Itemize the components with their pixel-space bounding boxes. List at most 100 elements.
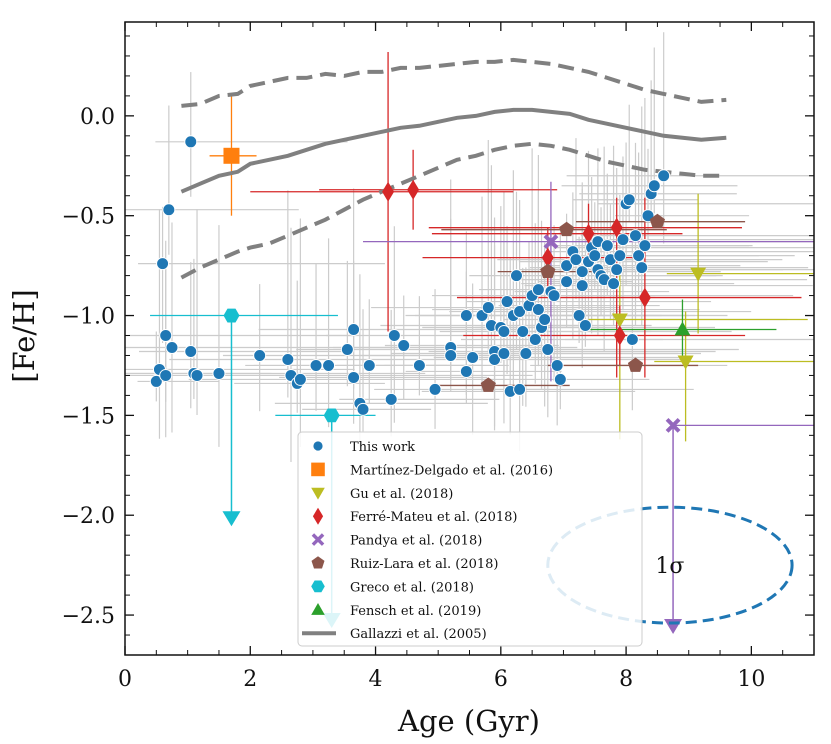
y-tick-label: 0.0 xyxy=(80,105,115,130)
legend-box xyxy=(297,431,643,647)
this-work-point xyxy=(613,249,627,263)
this-work-point xyxy=(165,340,179,354)
this-work-point xyxy=(497,325,511,339)
this-work-point xyxy=(647,179,661,193)
x-tick-label: 4 xyxy=(369,667,383,692)
gu-et-al-2018-point xyxy=(677,355,694,370)
ruiz-lara-et-al-2018-point xyxy=(559,221,575,237)
this-work-point xyxy=(628,229,642,243)
y-tick-label: −1.0 xyxy=(62,305,115,330)
this-work-point xyxy=(531,283,545,297)
legend-swatch xyxy=(311,533,325,546)
legend-swatch xyxy=(311,580,325,593)
this-work-point xyxy=(635,261,649,275)
this-work-point xyxy=(362,358,376,372)
ruiz-lara-et-al-2018-point xyxy=(540,263,556,279)
this-work-point xyxy=(547,289,561,303)
x-tick-label: 0 xyxy=(118,667,132,692)
this-work-point xyxy=(622,193,636,207)
this-work-point xyxy=(466,350,480,364)
pandya-et-al-2018-point xyxy=(665,417,681,433)
this-work-point xyxy=(550,358,564,372)
x-tick-label: 6 xyxy=(494,667,508,692)
this-work-point xyxy=(347,370,361,384)
this-work-point xyxy=(387,329,401,343)
y-tick-label: −0.5 xyxy=(62,205,115,230)
this-work-point xyxy=(149,374,163,388)
this-work-point xyxy=(340,342,354,356)
this-work-point xyxy=(309,358,323,372)
this-work-point xyxy=(190,368,204,382)
this-work-point xyxy=(569,253,583,267)
this-work-point xyxy=(538,313,552,327)
this-work-point xyxy=(575,265,589,279)
gu-et-al-2018-point xyxy=(611,313,628,328)
sigma-label: 1σ xyxy=(655,554,684,579)
gallazzi-lower-line xyxy=(180,141,727,280)
legend-label: This work xyxy=(350,440,415,455)
greco-upper-limit-head xyxy=(222,511,241,527)
x-tick-label: 10 xyxy=(737,667,765,692)
this-work-point xyxy=(509,269,523,283)
ferr-mateu-et-al-2018-point xyxy=(610,217,623,238)
this-work-point xyxy=(625,332,639,346)
this-work-point xyxy=(184,344,198,358)
this-work-point xyxy=(481,301,495,315)
legend-label: Gallazzi et al. (2005) xyxy=(350,627,487,642)
legend-label: Pandya et al. (2018) xyxy=(350,534,482,549)
y-tick-label: −1.5 xyxy=(62,404,115,429)
this-work-point xyxy=(428,382,442,396)
x-tick-label: 2 xyxy=(243,667,257,692)
this-work-point xyxy=(607,277,621,291)
this-work-point xyxy=(657,169,671,183)
legend-item: This work xyxy=(312,440,415,455)
legend-label: Greco et al. (2018) xyxy=(350,580,474,595)
legend-swatch xyxy=(311,487,325,500)
pandya-et-al-2018-point xyxy=(543,234,559,250)
gallazzi-lines xyxy=(180,57,727,280)
this-work-point xyxy=(384,392,398,406)
this-work-point xyxy=(588,249,602,263)
this-work-point xyxy=(528,332,542,346)
legend-item: Fensch et al. (2019) xyxy=(311,603,481,619)
this-work-point xyxy=(397,338,411,352)
ruiz-lara-et-al-2018-point xyxy=(480,377,496,392)
ferr-mateu-et-al-2018-point xyxy=(382,181,395,202)
this-work-point xyxy=(156,257,170,271)
this-work-point xyxy=(531,303,545,317)
this-work-point xyxy=(293,372,307,386)
y-axis-label: [Fe/H] xyxy=(7,289,41,382)
legend-item: Ruiz-Lara et al. (2018) xyxy=(311,556,499,572)
legend-label: Gu et al. (2018) xyxy=(350,487,453,502)
legend-label: Ruiz-Lara et al. (2018) xyxy=(350,557,499,572)
mart-nez-delgado-et-al-2016-point xyxy=(223,147,240,164)
this-work-point xyxy=(572,309,586,323)
this-work-point xyxy=(253,348,267,362)
gu-et-al-2018-point xyxy=(690,267,707,282)
legend-label: Fensch et al. (2019) xyxy=(350,604,481,619)
this-work-point xyxy=(513,305,527,319)
markers xyxy=(149,135,707,635)
this-work-point xyxy=(459,309,473,323)
this-work-point xyxy=(159,329,173,343)
this-work-point xyxy=(632,249,646,263)
this-work-point xyxy=(578,319,592,333)
this-work-point xyxy=(159,368,173,382)
this-work-point xyxy=(212,366,226,380)
this-work-point xyxy=(412,358,426,372)
this-work-point xyxy=(541,342,555,356)
y-tick-label: −2.0 xyxy=(62,504,115,529)
legend-label: Martínez-Delgado et al. (2016) xyxy=(350,463,553,478)
axes-frame xyxy=(124,21,815,656)
this-work-point xyxy=(513,382,527,396)
legend: This work Martínez-Delgado et al. (2016) G… xyxy=(297,431,643,647)
x-tick-label: 8 xyxy=(619,667,633,692)
legend-label: Ferré-Mateu et al. (2018) xyxy=(350,510,517,525)
this-work-point xyxy=(444,348,458,362)
gallazzi-upper-line xyxy=(181,57,727,108)
fensch-et-al-2019-point xyxy=(674,321,691,336)
this-work-point xyxy=(600,239,614,253)
legend-swatch xyxy=(311,556,325,569)
legend-swatch xyxy=(311,603,325,615)
